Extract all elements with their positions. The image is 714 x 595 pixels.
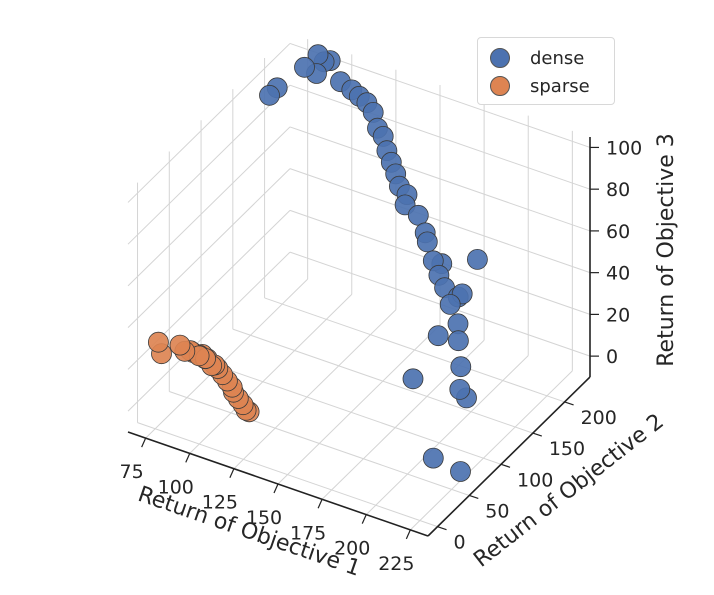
data-point-sparse (169, 334, 191, 356)
x-tick-label: 175 (290, 522, 326, 544)
data-point-dense (449, 378, 471, 400)
x-tick-label: 225 (378, 553, 414, 575)
data-points (147, 44, 488, 482)
y-tick-mark (469, 494, 479, 500)
x-tick-label: 150 (246, 507, 282, 529)
data-point-sparse (147, 331, 169, 353)
grid-line-x-floor (365, 355, 529, 515)
grid-line-y-floor (264, 297, 565, 403)
z-tick-label: 20 (606, 304, 630, 326)
y-tick-mark (532, 432, 543, 437)
legend-item-sparse: sparse (490, 72, 590, 100)
z-tick-label: 100 (606, 137, 642, 159)
data-point-dense (407, 204, 429, 226)
legend-label-dense: dense (530, 47, 585, 69)
grid-line-y-floor (137, 422, 438, 528)
y-axis-line (427, 376, 591, 537)
tick-labels: 75 100 125 150 175 200 225 0 50 100 150 200 0 20 40 60 8… (120, 137, 643, 574)
grid-line-z-side (127, 43, 291, 203)
x-tick-label: 200 (334, 538, 370, 560)
x-tick-label: 100 (158, 476, 194, 498)
z-axis-label: Return of Objective 3 (654, 133, 679, 367)
axis-lines (127, 137, 599, 540)
legend-marker-dense (490, 48, 510, 68)
grid-line-y-floor (200, 359, 502, 465)
x-tick-mark (361, 514, 367, 524)
data-point-dense (422, 447, 444, 469)
legend-label-sparse: sparse (530, 75, 590, 97)
legend-marker-sparse (490, 76, 510, 96)
grid-line-z-back (289, 168, 591, 274)
data-point-dense (259, 84, 280, 106)
x-tick-mark (185, 453, 191, 463)
grid-line-z-side (127, 126, 291, 287)
x-tick-label: 125 (202, 492, 238, 514)
y-tick-mark (437, 526, 447, 531)
data-point-dense (447, 330, 469, 352)
x-tick-mark (405, 529, 411, 540)
y-tick-mark (500, 463, 511, 468)
data-point-dense (450, 356, 472, 378)
x-tick-label: 75 (120, 461, 144, 483)
y-tick-mark (564, 401, 574, 406)
legend: dense sparse (477, 37, 615, 105)
grid-line-z-side (127, 251, 291, 412)
data-point-dense (439, 293, 461, 315)
grid-line-x-floor (145, 278, 308, 439)
y-tick-label: 50 (485, 500, 509, 522)
data-point-dense (416, 231, 438, 253)
grid-line-x-floor (410, 370, 573, 531)
y-tick-label: 150 (549, 438, 585, 460)
data-point-dense (450, 461, 471, 482)
grid-line-y-floor (169, 390, 470, 496)
data-point-dense (294, 56, 315, 78)
grid-line-x-floor (277, 324, 441, 485)
x-tick-mark (141, 437, 147, 448)
data-point-dense (402, 368, 424, 390)
z-tick-label: 40 (606, 263, 630, 285)
x-tick-mark (273, 483, 279, 494)
grid-line-x-floor (189, 294, 353, 454)
data-point-dense (427, 325, 449, 347)
grid-line-x-floor (233, 309, 397, 470)
x-tick-mark (317, 499, 323, 509)
side-pane (128, 33, 290, 432)
y-tick-label: 100 (517, 469, 553, 491)
grid-line-z-back (289, 126, 591, 232)
legend-item-dense: dense (490, 44, 584, 72)
grid-line-z-side (127, 168, 291, 329)
grid-line-y-floor (232, 328, 533, 434)
x-tick-mark (229, 468, 235, 478)
z-tick-label: 60 (606, 221, 630, 243)
z-tick-label: 80 (606, 179, 630, 201)
z-tick-label: 0 (606, 346, 618, 368)
grid-line-z-back (289, 84, 591, 190)
y-tick-label: 0 (454, 532, 466, 554)
y-tick-label: 200 (581, 407, 617, 429)
data-point-dense (466, 248, 488, 270)
grid-line-z-side (127, 84, 291, 245)
